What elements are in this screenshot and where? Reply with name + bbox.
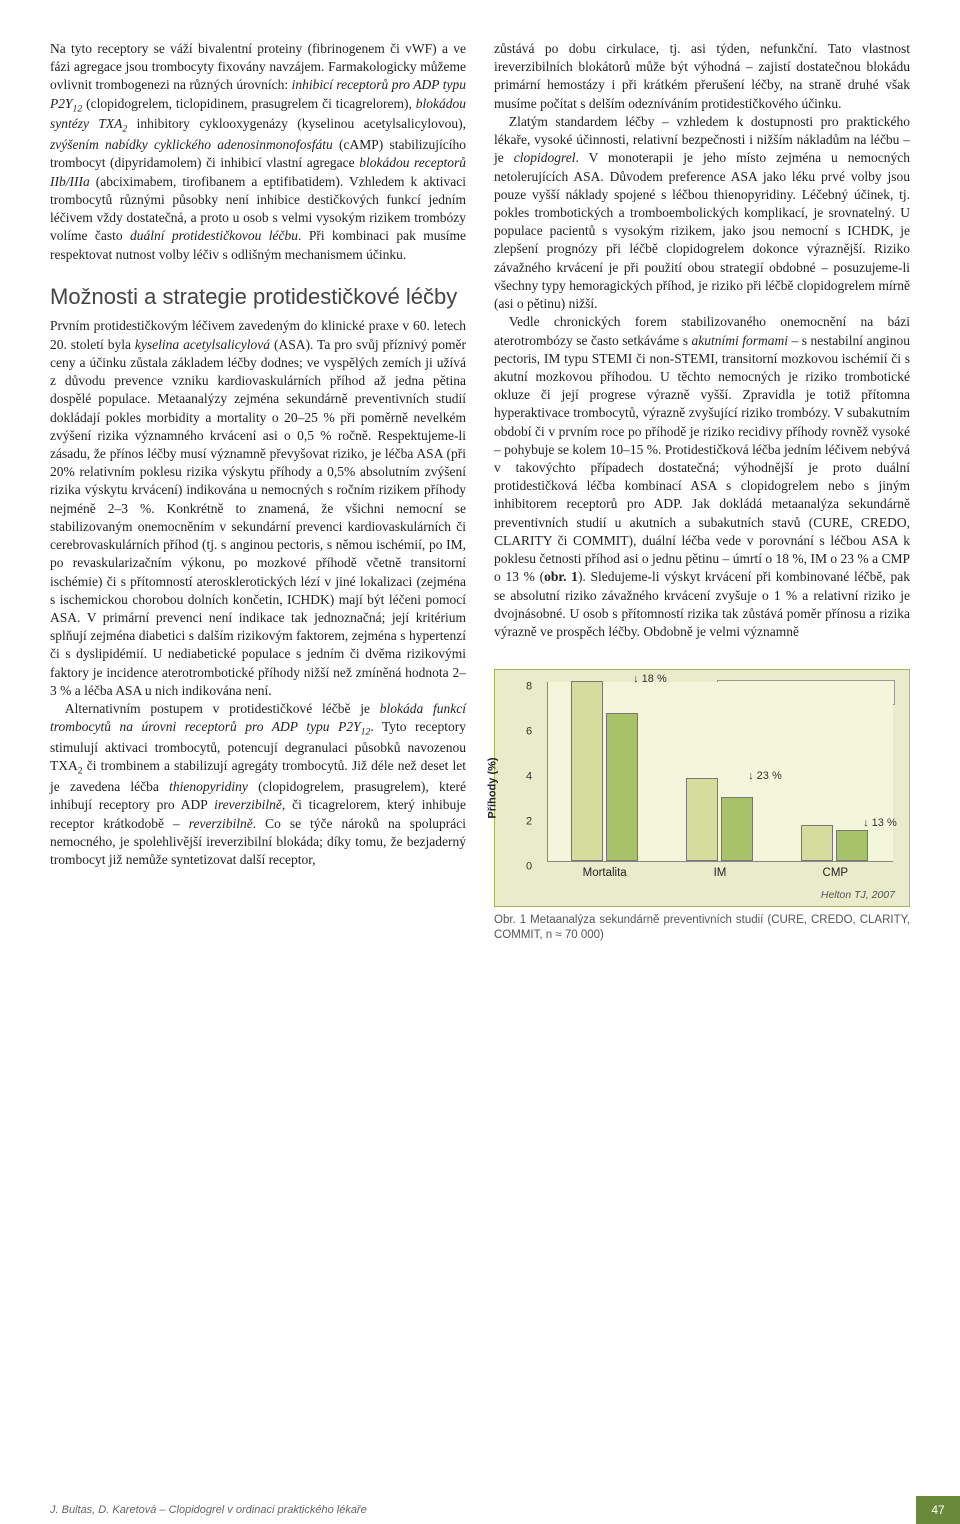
page-number: 47	[916, 1496, 960, 1524]
bar-group	[571, 681, 638, 861]
y-tick: 0	[526, 860, 532, 875]
x-tick-label: Mortalita	[547, 866, 662, 882]
bar	[836, 830, 868, 862]
bar-group	[686, 778, 753, 861]
x-axis-labels: MortalitaIMCMP	[547, 862, 893, 882]
subscript: 12	[73, 103, 83, 114]
y-tick: 2	[526, 815, 532, 830]
para-2: Prvním protidestičkovým léčivem zavedený…	[50, 317, 466, 700]
para-3: Alternativním postupem v protidestičkové…	[50, 700, 466, 869]
text: . V monoterapii je jeho místo zejména u …	[494, 150, 910, 311]
bar	[606, 713, 638, 862]
reduction-label: ↓ 13 %	[863, 816, 897, 831]
chart-figure: ASA Clopidogrel + ASA Příhody (%) 02468↓…	[494, 669, 910, 944]
y-tick: 8	[526, 680, 532, 695]
text: kyselina acetylsalicylová	[135, 337, 270, 352]
reduction-label: ↓ 23 %	[748, 769, 782, 784]
figure-caption: Obr. 1 Metaanalýza sekundárně preventivn…	[494, 913, 910, 944]
subscript: 12	[361, 727, 371, 738]
text: zvýšením nabídky cyklického adenosinmono…	[50, 137, 333, 152]
right-column: zůstává po dobu cirkulace, tj. asi týden…	[494, 40, 910, 944]
text: – s nestabilní anginou pectoris, IM typu…	[494, 333, 910, 585]
para-r2: Zlatým standardem léčby – vzhledem k dos…	[494, 113, 910, 313]
text: Alternativním postupem v protidestičkové…	[65, 701, 380, 716]
bar	[721, 797, 753, 861]
text: (ASA). Ta pro svůj příznivý poměr ceny a…	[50, 337, 466, 698]
x-tick-label: IM	[662, 866, 777, 882]
text: akutními formami	[691, 333, 788, 348]
text: clopidogrel	[514, 150, 576, 165]
text: thienopyridiny	[169, 779, 248, 794]
bar	[571, 681, 603, 861]
para-r3: Vedle chronických forem stabilizovaného …	[494, 313, 910, 641]
text: duální protidestičkovou léčbu	[130, 228, 298, 243]
text: ireverzibilně	[214, 797, 282, 812]
footer-citation: J. Bultas, D. Karetová – Clopidogrel v o…	[0, 1504, 916, 1516]
bar	[686, 778, 718, 861]
chart-source: Helton TJ, 2007	[505, 882, 899, 902]
y-axis-label: Příhody (%)	[486, 758, 501, 819]
y-tick: 4	[526, 770, 532, 785]
x-tick-label: CMP	[778, 866, 893, 882]
chart-frame: ASA Clopidogrel + ASA Příhody (%) 02468↓…	[494, 669, 910, 907]
plot-area: 02468↓ 18 %↓ 23 %↓ 13 %	[547, 682, 893, 862]
reduction-label: ↓ 18 %	[633, 672, 667, 687]
text: reverzibilně	[189, 816, 253, 831]
text: (clopidogrelem, ticlopidinem, prasugrele…	[82, 96, 416, 111]
text: obr. 1	[544, 569, 578, 584]
page-footer: J. Bultas, D. Karetová – Clopidogrel v o…	[0, 1496, 960, 1524]
section-heading: Možnosti a strategie protidestičkové léč…	[50, 282, 466, 312]
y-tick: 6	[526, 725, 532, 740]
left-column: Na tyto receptory se váží bivalentní pro…	[50, 40, 466, 944]
text: inhibitory cyklooxygenázy (kyselinou ace…	[127, 116, 466, 131]
bar-group	[801, 825, 868, 861]
para-r1: zůstává po dobu cirkulace, tj. asi týden…	[494, 40, 910, 113]
para-1: Na tyto receptory se váží bivalentní pro…	[50, 40, 466, 264]
bar	[801, 825, 833, 861]
